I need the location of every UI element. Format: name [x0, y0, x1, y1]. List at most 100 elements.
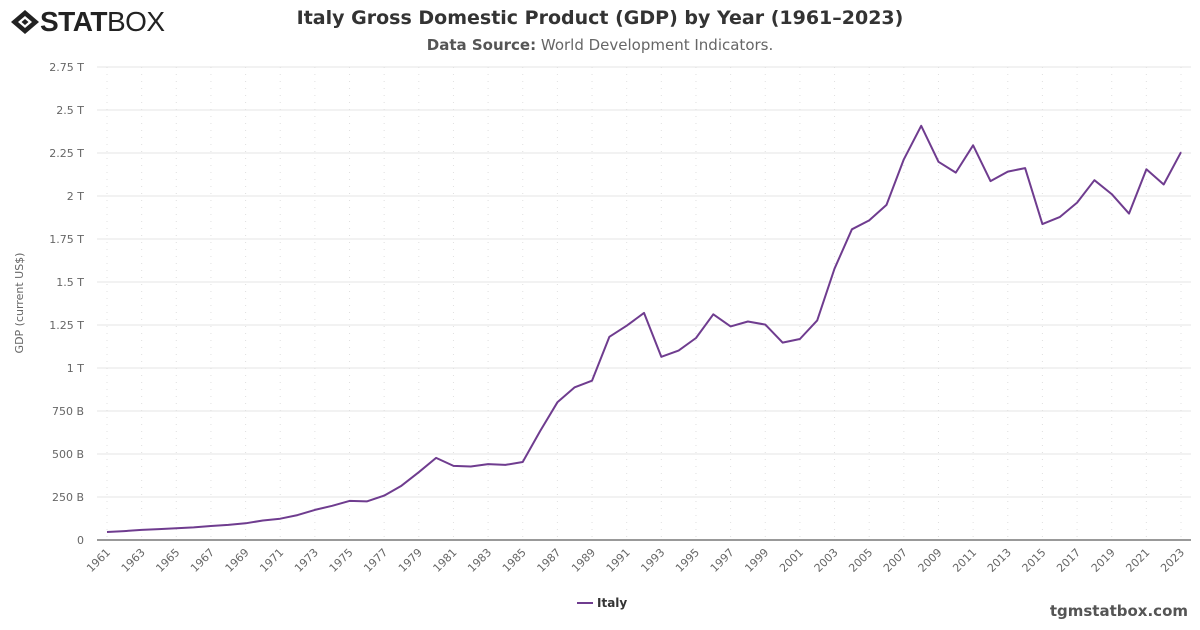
diamond-logo-icon — [11, 10, 39, 34]
y-tick-label: 250 B — [52, 491, 84, 504]
x-tick-label: 1993 — [638, 546, 667, 575]
data-point-1980[interactable] — [432, 454, 440, 462]
data-point-1966[interactable] — [190, 523, 198, 531]
x-tick-label: 1983 — [465, 546, 494, 575]
data-point-2016[interactable] — [1056, 213, 1064, 221]
data-point-1974[interactable] — [328, 502, 336, 510]
data-point-2004[interactable] — [848, 225, 856, 233]
data-point-2002[interactable] — [813, 316, 821, 324]
x-tick-label: 2019 — [1089, 546, 1118, 575]
data-point-1972[interactable] — [294, 511, 302, 519]
y-axis-label: GDP (current US$) — [13, 253, 26, 354]
data-point-1973[interactable] — [311, 506, 319, 514]
x-tick-label: 1987 — [535, 546, 564, 575]
data-point-2018[interactable] — [1090, 176, 1098, 184]
data-point-2006[interactable] — [883, 201, 891, 209]
x-tick-label: 1979 — [396, 546, 425, 575]
data-point-2005[interactable] — [865, 216, 873, 224]
data-point-1977[interactable] — [380, 492, 388, 500]
x-tick-label: 1991 — [604, 546, 633, 575]
x-tick-label: 2009 — [916, 546, 945, 575]
x-tick-label: 2005 — [846, 546, 875, 575]
data-point-1985[interactable] — [519, 458, 527, 466]
data-point-1987[interactable] — [553, 398, 561, 406]
x-tick-label: 1965 — [153, 546, 182, 575]
legend-item-italy[interactable]: Italy — [597, 596, 627, 610]
data-point-2001[interactable] — [796, 335, 804, 343]
data-point-1990[interactable] — [605, 333, 613, 341]
data-point-1984[interactable] — [501, 461, 509, 469]
x-tick-label: 1977 — [361, 546, 390, 575]
data-point-1968[interactable] — [224, 521, 232, 529]
series-line-italy[interactable] — [106, 124, 1182, 533]
data-point-2007[interactable] — [900, 155, 908, 163]
data-point-1998[interactable] — [744, 317, 752, 325]
data-point-1979[interactable] — [415, 468, 423, 476]
data-point-1963[interactable] — [138, 526, 146, 534]
data-point-2008[interactable] — [917, 122, 925, 130]
data-point-2000[interactable] — [779, 339, 787, 347]
data-point-1975[interactable] — [346, 497, 354, 505]
data-point-1982[interactable] — [467, 463, 475, 471]
data-point-1997[interactable] — [727, 322, 735, 330]
x-tick-label: 1999 — [742, 546, 771, 575]
data-point-1991[interactable] — [623, 322, 631, 330]
legend[interactable]: Italy — [577, 596, 627, 610]
data-point-2010[interactable] — [952, 169, 960, 177]
x-tick-label: 1973 — [292, 546, 321, 575]
data-point-2020[interactable] — [1125, 210, 1133, 218]
x-tick-label: 1985 — [500, 546, 529, 575]
x-tick-label: 2001 — [777, 546, 806, 575]
x-tick-label: 1969 — [223, 546, 252, 575]
logo-text-bold: STAT — [40, 6, 107, 37]
data-point-2023[interactable] — [1177, 148, 1185, 156]
data-point-1961[interactable] — [103, 528, 111, 536]
data-point-1993[interactable] — [657, 353, 665, 361]
data-point-1986[interactable] — [536, 427, 544, 435]
data-point-1988[interactable] — [571, 383, 579, 391]
x-tick-label: 2003 — [812, 546, 841, 575]
x-tick-label: 2023 — [1158, 546, 1187, 575]
data-point-1962[interactable] — [120, 527, 128, 535]
data-point-1996[interactable] — [709, 310, 717, 318]
data-point-1965[interactable] — [172, 524, 180, 532]
y-tick-label: 750 B — [52, 405, 84, 418]
data-point-2017[interactable] — [1073, 199, 1081, 207]
data-point-2009[interactable] — [934, 158, 942, 166]
data-point-1999[interactable] — [761, 321, 769, 329]
x-tick-label: 1967 — [188, 546, 217, 575]
data-point-2021[interactable] — [1142, 165, 1150, 173]
data-point-1989[interactable] — [588, 377, 596, 385]
data-point-1981[interactable] — [449, 462, 457, 470]
data-point-2012[interactable] — [986, 177, 994, 185]
data-point-2003[interactable] — [831, 265, 839, 273]
x-tick-label: 2017 — [1054, 546, 1083, 575]
statbox-logo: STAT BOX — [10, 6, 165, 38]
data-point-1976[interactable] — [363, 497, 371, 505]
footer-site: tgmstatbox.com — [1049, 602, 1188, 620]
data-point-2013[interactable] — [1004, 168, 1012, 176]
x-tick-label: 1989 — [569, 546, 598, 575]
data-point-1994[interactable] — [675, 347, 683, 355]
y-tick-label: 1.75 T — [49, 233, 84, 246]
data-point-1995[interactable] — [692, 334, 700, 342]
data-point-2022[interactable] — [1160, 180, 1168, 188]
data-point-2014[interactable] — [1021, 164, 1029, 172]
data-point-2019[interactable] — [1108, 190, 1116, 198]
data-point-1971[interactable] — [276, 515, 284, 523]
data-point-1983[interactable] — [484, 460, 492, 468]
data-point-1969[interactable] — [242, 519, 250, 527]
data-point-1992[interactable] — [640, 309, 648, 317]
x-tick-label: 1995 — [673, 546, 702, 575]
y-tick-label: 2.5 T — [56, 104, 84, 117]
y-tick-label: 1.5 T — [56, 276, 84, 289]
logo-text-light: BOX — [106, 6, 165, 37]
data-point-2015[interactable] — [1038, 220, 1046, 228]
data-point-1978[interactable] — [397, 482, 405, 490]
data-point-1967[interactable] — [207, 522, 215, 530]
data-point-1964[interactable] — [155, 525, 163, 533]
data-point-1970[interactable] — [259, 516, 267, 524]
subtitle-label: Data Source: — [426, 36, 537, 54]
data-point-2011[interactable] — [969, 141, 977, 149]
